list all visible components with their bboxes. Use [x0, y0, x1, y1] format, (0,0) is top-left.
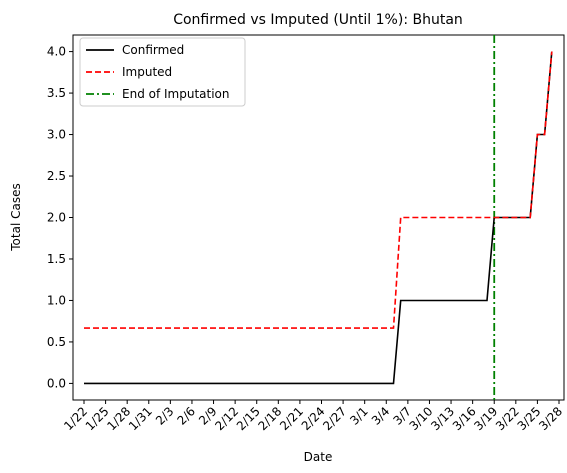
legend-label: Imputed	[122, 65, 172, 79]
y-tick-label: 4.0	[47, 45, 66, 59]
x-tick-label: 1/22	[61, 404, 90, 433]
x-axis: 1/221/251/281/312/32/62/92/122/152/182/2…	[61, 400, 565, 433]
y-tick-label: 2.5	[47, 169, 66, 183]
chart-title: Confirmed vs Imputed (Until 1%): Bhutan	[173, 12, 463, 28]
y-axis: 0.0 0.5 1.0 1.5 2.0 2.5 3.0 3.5 4.0	[47, 45, 73, 390]
x-tick-label: 2/12	[212, 404, 241, 433]
x-tick-label: 2/15	[234, 404, 263, 433]
x-tick-label: 2/18	[255, 404, 284, 433]
x-tick-label: 1/25	[83, 404, 112, 433]
series-line-imputed	[84, 51, 553, 329]
x-tick-label: 3/13	[428, 404, 457, 433]
y-tick-label: 1.5	[47, 252, 66, 266]
x-tick-label: 2/21	[277, 404, 306, 433]
x-tick-label: 3/1	[347, 404, 371, 428]
y-tick-label: 1.0	[47, 293, 66, 307]
x-tick-label: 1/28	[104, 404, 133, 433]
x-tick-label: 3/4	[369, 404, 393, 428]
y-tick-label: 3.0	[47, 128, 66, 142]
x-tick-label: 2/27	[320, 404, 349, 433]
y-tick-label: 2.0	[47, 211, 66, 225]
legend-label: Confirmed	[122, 43, 184, 57]
x-tick-label: 3/10	[407, 404, 436, 433]
x-tick-label: 3/16	[450, 404, 479, 433]
x-tick-label: 2/24	[299, 404, 328, 433]
x-tick-label: 1/31	[126, 404, 155, 433]
x-tick-label: 2/3	[153, 404, 177, 428]
x-tick-label: 2/6	[175, 404, 199, 428]
y-tick-label: 0.0	[47, 376, 66, 390]
y-axis-label: Total Cases	[9, 183, 23, 251]
legend-label: End of Imputation	[122, 87, 230, 101]
x-tick-label: 3/25	[515, 404, 544, 433]
x-tick-label: 3/19	[471, 404, 500, 433]
legend: Confirmed Imputed End of Imputation	[79, 37, 246, 107]
plot-lines	[84, 35, 553, 400]
legend-box	[79, 37, 246, 107]
y-tick-label: 0.5	[47, 335, 66, 349]
x-tick-label: 3/28	[536, 404, 565, 433]
x-axis-label: Date	[304, 450, 333, 464]
x-tick-label: 3/22	[493, 404, 522, 433]
y-tick-label: 3.5	[47, 86, 66, 100]
